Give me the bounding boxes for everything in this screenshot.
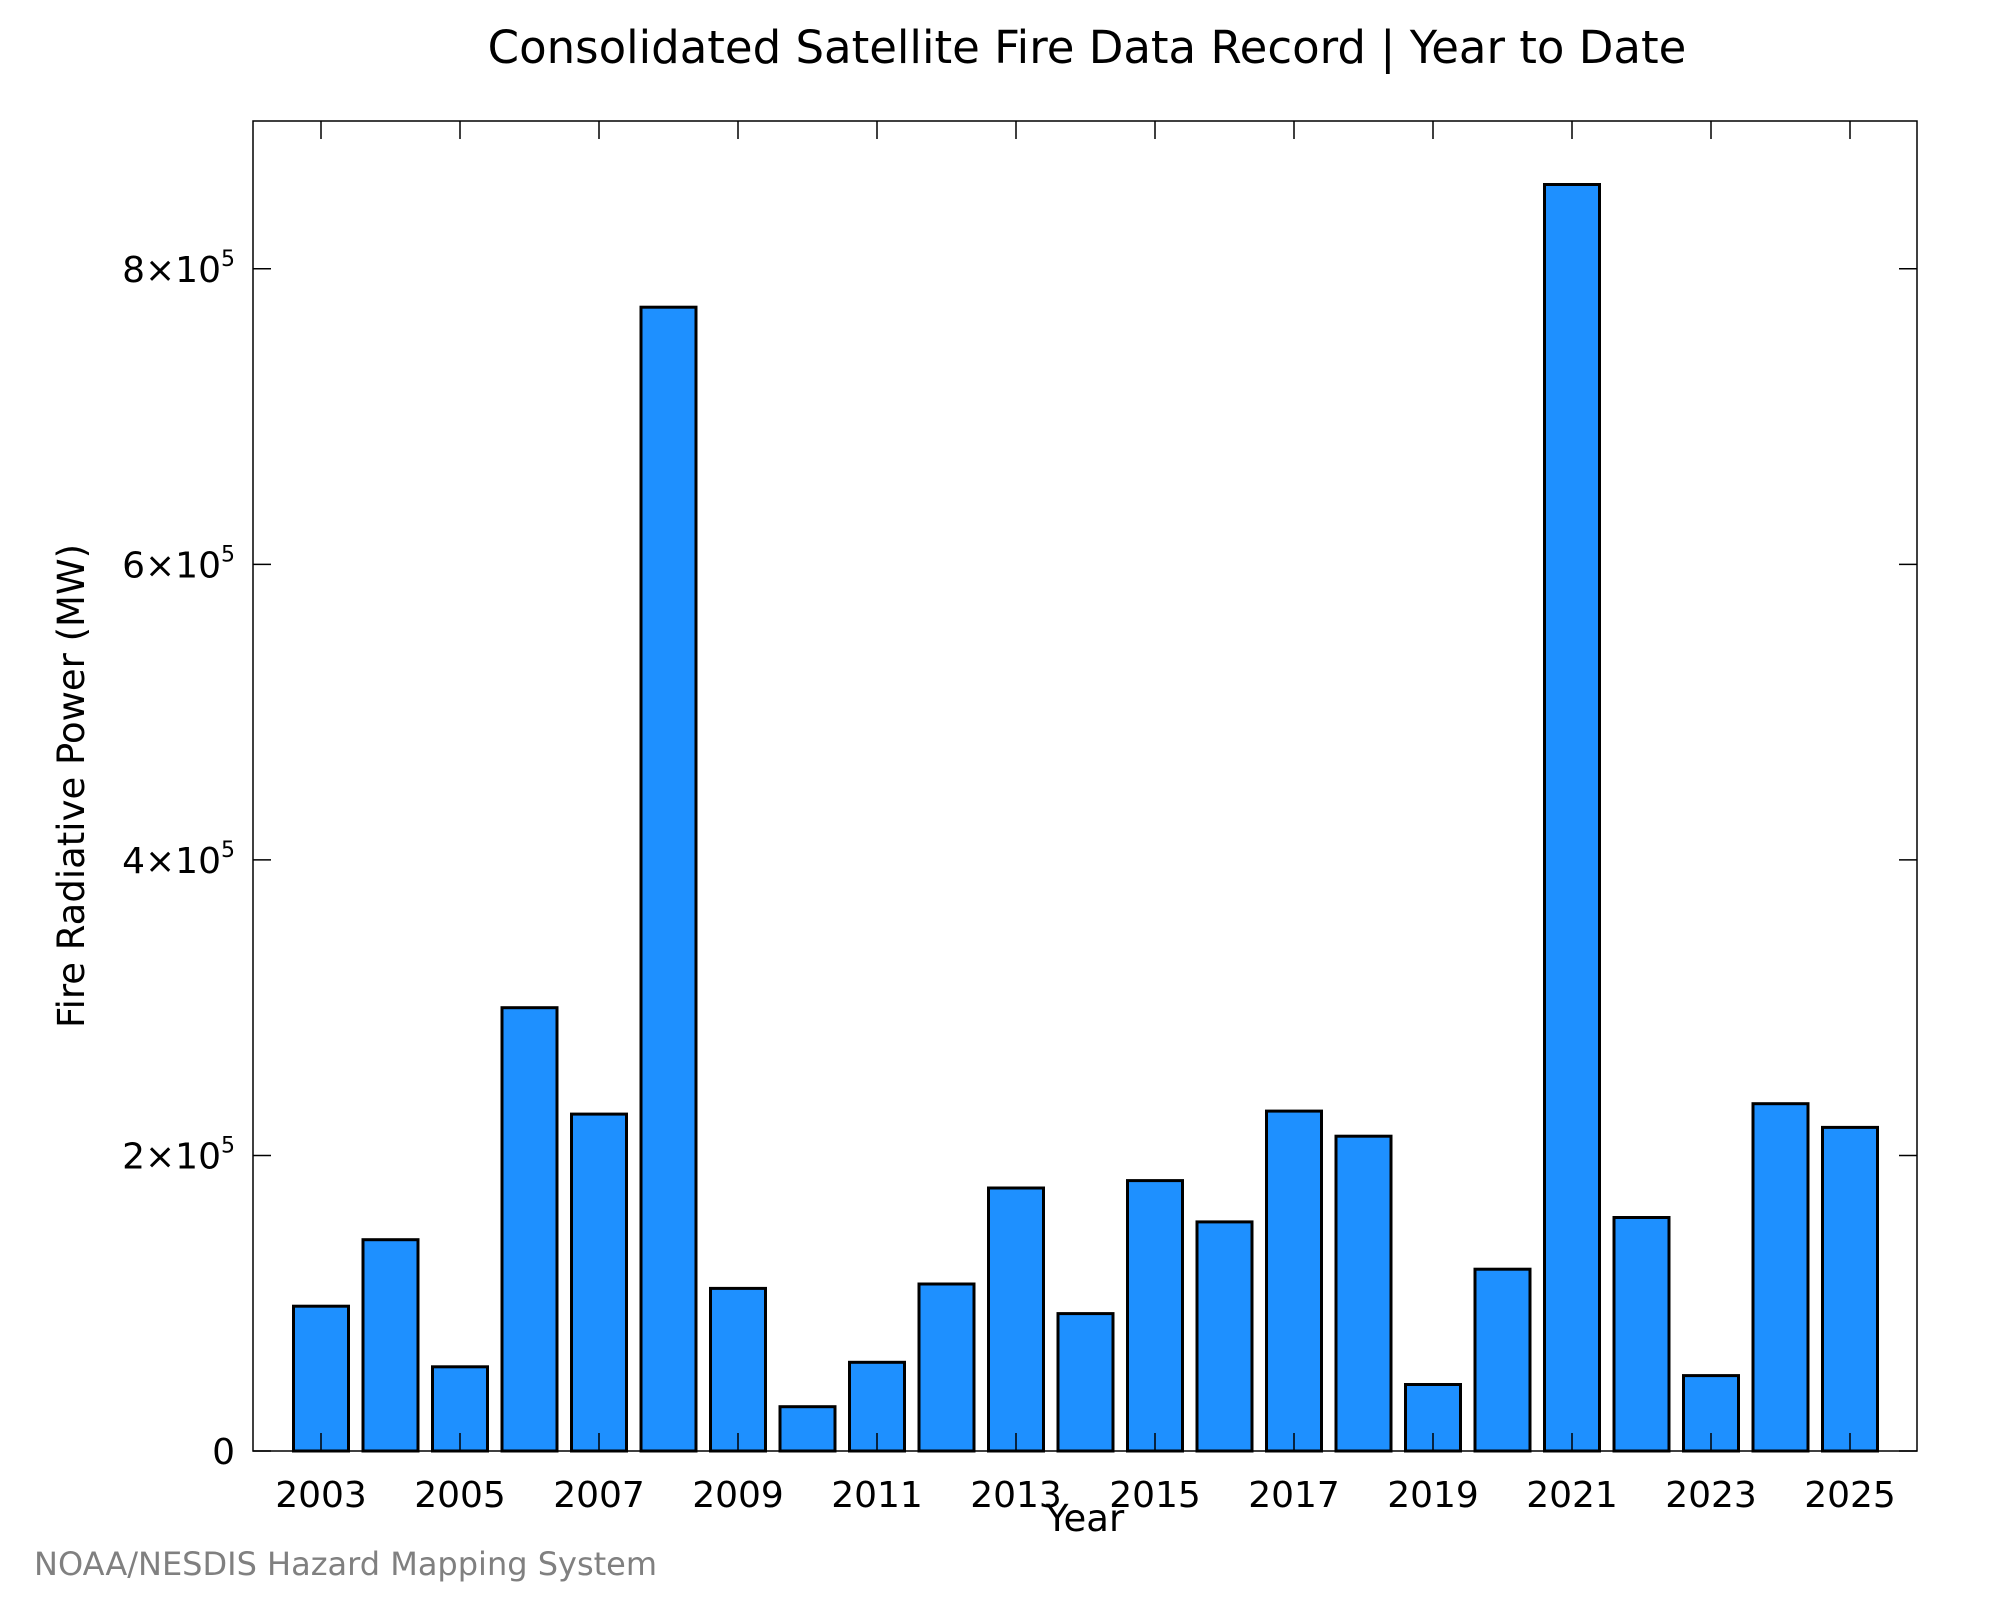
bar-2012 xyxy=(917,1282,976,1453)
bar-2009 xyxy=(709,1286,767,1453)
x-tick-label-2003: 2003 xyxy=(275,1475,367,1516)
bar-2014 xyxy=(1056,1312,1115,1453)
y-tick-label-200000: 2×105 xyxy=(122,1133,235,1177)
x-tick-label-2007: 2007 xyxy=(553,1475,645,1516)
y-tick-labels: 0 2×105 4×105 6×105 8×105 xyxy=(122,247,235,1473)
bar-2010 xyxy=(778,1405,837,1453)
bar-2006 xyxy=(500,1006,559,1453)
bars-layer xyxy=(292,183,1879,1453)
x-tick-label-2017: 2017 xyxy=(1248,1475,1340,1516)
bar-2007 xyxy=(570,1112,628,1453)
credit-text: NOAA/NESDIS Hazard Mapping System xyxy=(34,1545,657,1583)
y-tick-label-0: 0 xyxy=(212,1432,235,1473)
x-axis-label: Year xyxy=(1045,1497,1125,1540)
x-tick-labels: 2003 2005 2007 2009 2011 2013 2015 2017 2019 2021… xyxy=(275,1475,1896,1516)
x-tick-label-2021: 2021 xyxy=(1526,1475,1618,1516)
x-tick-label-2005: 2005 xyxy=(414,1475,506,1516)
bar-2020 xyxy=(1473,1267,1532,1453)
bar-2004 xyxy=(361,1238,420,1453)
bar-2016 xyxy=(1195,1220,1254,1453)
bar-2013 xyxy=(987,1186,1045,1453)
bar-2008 xyxy=(639,305,698,1453)
x-tick-label-2015: 2015 xyxy=(1109,1475,1201,1516)
bar-2024 xyxy=(1751,1102,1810,1453)
y-axis-label: Fire Radiative Power (MW) xyxy=(50,544,93,1028)
bar-2025 xyxy=(1821,1125,1879,1453)
x-tick-label-2023: 2023 xyxy=(1665,1475,1757,1516)
x-tick-label-2019: 2019 xyxy=(1387,1475,1479,1516)
plot-frame xyxy=(252,120,1918,1452)
chart-title: Consolidated Satellite Fire Data Record … xyxy=(488,21,1687,74)
x-tick-label-2013: 2013 xyxy=(970,1475,1062,1516)
bar-2021 xyxy=(1543,183,1601,1453)
y-tick-label-800000: 8×105 xyxy=(122,247,235,291)
ticks-layer xyxy=(253,121,1917,1452)
bar-2015 xyxy=(1126,1179,1184,1453)
x-tick-label-2009: 2009 xyxy=(692,1475,784,1516)
bar-2018 xyxy=(1334,1134,1393,1453)
y-tick-label-400000: 4×105 xyxy=(122,838,235,882)
bar-2003 xyxy=(292,1304,350,1453)
x-tick-label-2011: 2011 xyxy=(831,1475,923,1516)
bar-2017 xyxy=(1265,1109,1323,1453)
x-tick-label-2025: 2025 xyxy=(1804,1475,1896,1516)
y-tick-label-600000: 6×105 xyxy=(122,542,235,586)
bar-2022 xyxy=(1612,1216,1671,1453)
